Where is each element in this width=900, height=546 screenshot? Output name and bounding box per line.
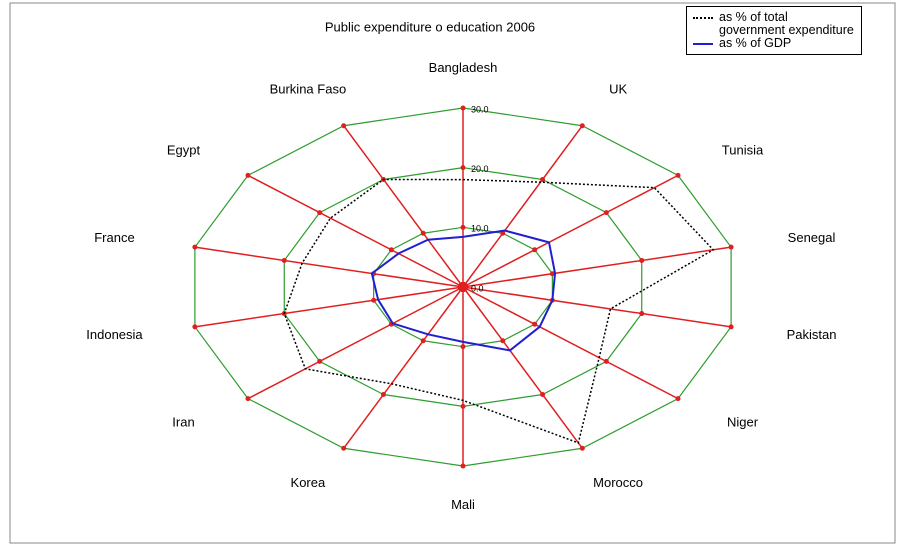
legend-label: as % of total government expenditure: [719, 10, 854, 37]
tick-dot: [603, 358, 609, 364]
spoke: [343, 286, 464, 449]
category-label: Indonesia: [86, 327, 143, 342]
chart-title: Public expenditure o education 2006: [325, 19, 535, 34]
legend-swatch: [693, 17, 713, 19]
frame: [9, 2, 896, 544]
spoke: [462, 286, 732, 328]
category-label: Iran: [172, 415, 194, 430]
tick-dot: [460, 403, 466, 409]
spoke: [194, 286, 464, 328]
tick-dot: [371, 297, 377, 303]
tick-dot: [420, 338, 426, 344]
spoke: [343, 125, 464, 288]
tick-label: 0.0: [471, 283, 484, 293]
spoke: [462, 174, 679, 288]
tick-dot: [639, 257, 645, 263]
category-label: Korea: [291, 475, 326, 490]
tick-dot: [460, 344, 466, 350]
tick-dot: [639, 311, 645, 317]
tick-dot: [540, 392, 546, 398]
tick-dot: [532, 321, 538, 327]
category-label: Pakistan: [787, 327, 837, 342]
spoke: [247, 174, 464, 288]
tick-dot: [317, 210, 323, 216]
category-label: Egypt: [167, 142, 201, 157]
tick-dot: [245, 172, 251, 178]
tick-dot: [317, 358, 323, 364]
category-label: Mali: [451, 497, 475, 512]
category-label: Bangladesh: [429, 60, 498, 75]
tick-dot: [460, 463, 466, 469]
legend-label: as % of GDP: [719, 36, 792, 50]
category-label: Senegal: [788, 230, 836, 245]
series-line: [370, 229, 557, 352]
tick-label: 20.0: [471, 164, 489, 174]
tick-dot: [500, 338, 506, 344]
tick-dot: [579, 445, 585, 451]
tick-dot: [549, 271, 555, 277]
category-label: Morocco: [593, 475, 643, 490]
tick-dot: [388, 247, 394, 253]
legend-item: as % of total government expenditure: [693, 11, 855, 37]
category-label: Burkina Faso: [270, 82, 347, 97]
tick-dot: [728, 324, 734, 330]
tick-dot: [579, 123, 585, 129]
legend-swatch: [693, 43, 713, 45]
spoke: [462, 286, 679, 400]
tick-dot: [380, 392, 386, 398]
tick-dot: [192, 244, 198, 250]
spoke: [462, 286, 583, 449]
category-label: France: [94, 230, 134, 245]
tick-dot: [281, 257, 287, 263]
tick-dot: [341, 445, 347, 451]
spoke: [462, 125, 583, 288]
category-label: Tunisia: [722, 142, 764, 157]
tick-dot: [460, 224, 466, 230]
series-line: [283, 178, 715, 444]
legend-item: as % of GDP: [693, 37, 855, 50]
tick-dot: [603, 210, 609, 216]
legend: as % of total government expenditure as %…: [686, 6, 862, 55]
spoke: [194, 246, 464, 288]
tick-dot: [675, 396, 681, 402]
tick-label: 10.0: [471, 224, 489, 234]
tick-dot: [420, 230, 426, 236]
tick-dot: [460, 165, 466, 171]
tick-dot: [540, 176, 546, 182]
spoke: [462, 246, 732, 288]
tick-dot: [192, 324, 198, 330]
tick-dot: [245, 396, 251, 402]
category-label: UK: [609, 82, 627, 97]
category-label: Niger: [727, 415, 759, 430]
tick-dot: [341, 123, 347, 129]
tick-dot: [460, 105, 466, 111]
tick-label: 30.0: [471, 104, 489, 114]
tick-dot: [458, 282, 468, 292]
tick-dot: [675, 172, 681, 178]
tick-dot: [728, 244, 734, 250]
spoke: [247, 286, 464, 400]
tick-dot: [532, 247, 538, 253]
